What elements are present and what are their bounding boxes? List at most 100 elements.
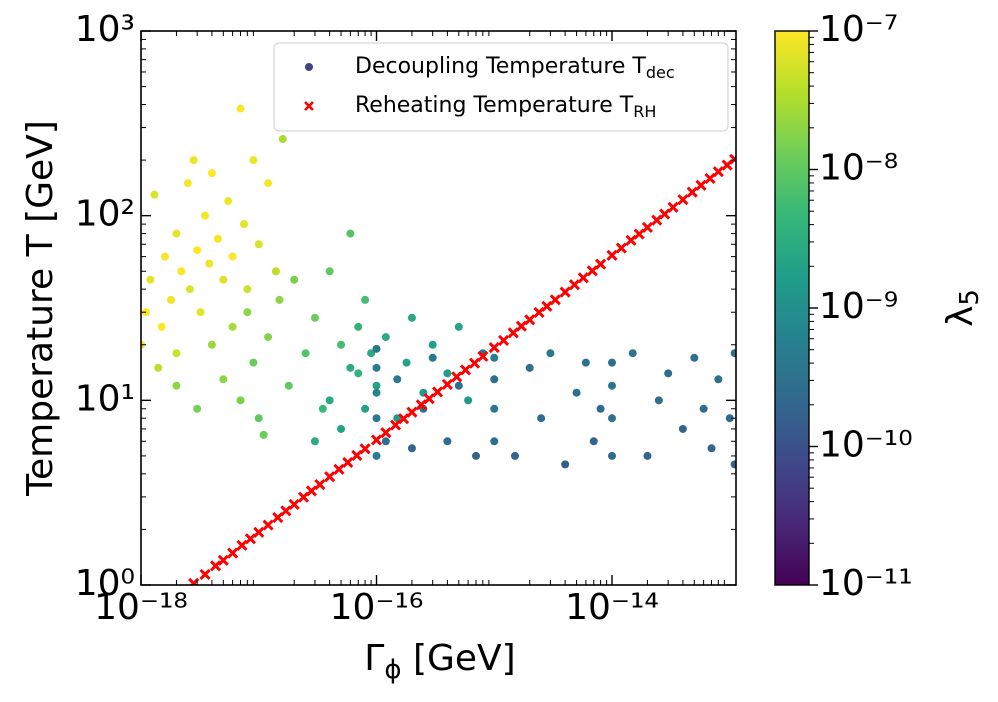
decoupling-point xyxy=(201,211,210,220)
decoupling-point xyxy=(730,349,736,358)
reheating-point xyxy=(477,350,489,362)
colorbar-tick-label: 10⁻⁷ xyxy=(819,9,898,50)
reheating-point xyxy=(441,378,453,390)
decoupling-point xyxy=(146,275,155,284)
decoupling-point xyxy=(407,444,416,453)
decoupling-point xyxy=(361,404,370,413)
decoupling-point xyxy=(337,424,346,433)
decoupling-point xyxy=(284,381,293,390)
y-tick-label: 10² xyxy=(75,194,135,235)
decoupling-point xyxy=(490,353,499,362)
reheating-point xyxy=(253,526,265,538)
decoupling-point xyxy=(183,179,192,188)
reheating-point xyxy=(406,406,418,418)
decoupling-point xyxy=(228,252,237,261)
decoupling-point xyxy=(654,396,663,405)
decoupling-point xyxy=(372,363,381,372)
decoupling-point xyxy=(224,197,233,206)
colorbar-tick-label: 10⁻⁹ xyxy=(819,286,898,327)
decoupling-point xyxy=(372,344,381,353)
decoupling-point xyxy=(561,460,570,469)
decoupling-point xyxy=(254,240,263,249)
decoupling-point xyxy=(193,246,202,255)
decoupling-point xyxy=(290,275,299,284)
decoupling-point xyxy=(367,349,376,358)
reheating-point xyxy=(236,539,248,551)
decoupling-point xyxy=(337,340,346,349)
decoupling-point xyxy=(608,358,616,367)
decoupling-point xyxy=(608,381,616,390)
reheating-point xyxy=(606,249,618,261)
reheating-point xyxy=(498,334,510,347)
reheating-point xyxy=(314,478,326,491)
reheating-point xyxy=(677,194,689,206)
decoupling-point xyxy=(154,363,163,372)
decoupling-point xyxy=(372,388,381,397)
decoupling-point xyxy=(228,322,237,331)
decoupling-point xyxy=(243,308,252,317)
decoupling-point xyxy=(185,285,194,294)
decoupling-point xyxy=(310,313,319,322)
decoupling-point xyxy=(572,388,581,397)
decoupling-point xyxy=(525,363,534,372)
reheating-point xyxy=(667,201,679,213)
reheating-point xyxy=(615,242,627,254)
decoupling-point xyxy=(381,437,390,446)
decoupling-point xyxy=(207,340,216,349)
colorbar-tick-label: 10⁻⁸ xyxy=(819,148,898,189)
decoupling-point xyxy=(189,156,198,165)
decoupling-point xyxy=(271,267,280,276)
decoupling-point xyxy=(428,353,437,362)
legend-label: Decoupling Temperature Tdec xyxy=(355,54,675,82)
decoupling-point xyxy=(393,375,402,384)
decoupling-point xyxy=(464,396,473,405)
reheating-point xyxy=(227,547,239,559)
decoupling-point xyxy=(361,295,370,304)
reheating-point xyxy=(288,498,300,511)
decoupling-point xyxy=(472,451,481,460)
decoupling-point xyxy=(354,322,363,331)
decoupling-point xyxy=(490,375,499,384)
decoupling-point xyxy=(196,308,205,317)
reheating-point xyxy=(217,554,229,566)
decoupling-point xyxy=(428,340,437,349)
legend-name: Reheating Temperature T xyxy=(355,93,634,118)
reheating-point xyxy=(712,166,724,178)
decoupling-point xyxy=(608,414,616,423)
decoupling-point xyxy=(177,267,186,276)
decoupling-point xyxy=(346,229,355,238)
decoupling-point xyxy=(249,156,258,165)
decoupling-point xyxy=(678,424,687,433)
decoupling-point xyxy=(325,267,334,276)
decoupling-point xyxy=(301,349,310,358)
x-axis-label: Γϕ [GeV] xyxy=(364,638,515,685)
reheating-point xyxy=(695,179,707,191)
decoupling-point xyxy=(537,414,546,423)
reheating-point xyxy=(468,357,481,369)
decoupling-point xyxy=(249,358,258,367)
decoupling-point xyxy=(193,404,202,413)
legend-name: Decoupling Temperature T xyxy=(355,54,646,79)
decoupling-point xyxy=(172,349,181,358)
reheating-point xyxy=(370,434,383,446)
decoupling-point xyxy=(372,451,381,460)
reheating-point xyxy=(380,427,392,439)
reheating-point xyxy=(577,272,589,284)
decoupling-point xyxy=(150,190,159,199)
decoupling-point xyxy=(402,358,411,367)
decoupling-point xyxy=(714,375,723,384)
reheating-point xyxy=(451,371,463,383)
decoupling-point xyxy=(172,229,181,238)
decoupling-point xyxy=(628,349,637,358)
decoupling-point xyxy=(510,451,519,460)
legend-sub: dec xyxy=(646,63,675,82)
decoupling-point xyxy=(240,220,249,229)
decoupling-point xyxy=(254,414,263,423)
x-tick-label: 10⁻¹⁴ xyxy=(565,587,659,628)
decoupling-point xyxy=(264,179,273,188)
decoupling-point xyxy=(278,135,287,144)
reheating-point xyxy=(423,393,435,405)
decoupling-point xyxy=(161,252,170,261)
plot-points xyxy=(141,104,736,585)
